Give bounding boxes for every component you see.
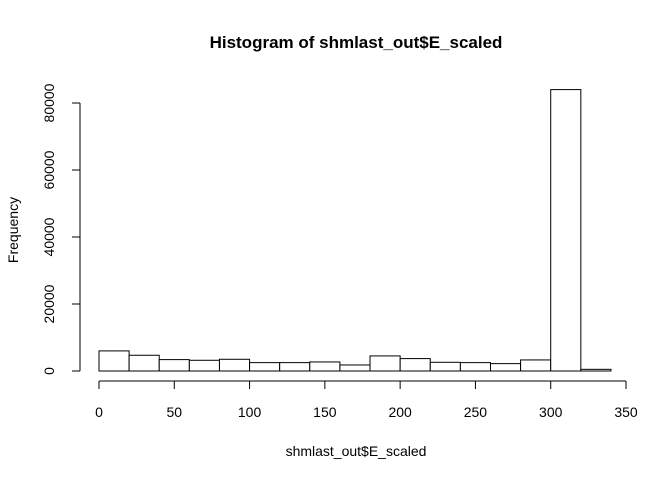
x-tick-label-1: 50 xyxy=(166,404,182,420)
histogram-bar-16 xyxy=(580,368,612,372)
histogram-bar-14 xyxy=(520,359,552,372)
x-axis-label: shmlast_out$E_scaled xyxy=(286,443,427,459)
histogram-bar-2 xyxy=(158,359,190,372)
x-axis: 0 50 100 150 200 250 300 350 xyxy=(95,380,638,420)
x-tick-label-3: 150 xyxy=(313,404,337,420)
histogram-bar-8 xyxy=(339,364,371,372)
bars-group xyxy=(98,89,612,372)
y-tick-label-3: 60000 xyxy=(41,150,57,189)
x-tick-label-5: 250 xyxy=(464,404,488,420)
histogram-bar-10 xyxy=(399,358,431,372)
y-tick-label-1: 20000 xyxy=(41,284,57,323)
x-tick-label-0: 0 xyxy=(95,404,103,420)
histogram-bar-4 xyxy=(218,358,251,372)
y-tick-label-4: 80000 xyxy=(41,83,57,122)
histogram-bar-3 xyxy=(188,359,220,372)
histogram-bar-13 xyxy=(489,363,522,372)
x-tick-label-4: 200 xyxy=(388,404,412,420)
y-axis: 0 20000 40000 60000 80000 xyxy=(41,83,81,375)
histogram-bar-7 xyxy=(309,361,341,372)
histogram-bar-5 xyxy=(249,362,281,372)
x-tick-label-2: 100 xyxy=(238,404,262,420)
histogram-bar-12 xyxy=(459,362,491,372)
chart-title: Histogram of shmlast_out$E_scaled xyxy=(210,33,503,52)
histogram-bar-9 xyxy=(369,355,401,372)
y-tick-label-0: 0 xyxy=(41,367,57,375)
histogram-bar-1 xyxy=(128,354,160,372)
histogram-bar-0 xyxy=(98,350,130,372)
y-axis-label: Frequency xyxy=(5,197,21,263)
x-tick-label-6: 300 xyxy=(539,404,563,420)
x-tick-label-7: 350 xyxy=(614,404,638,420)
histogram-bar-11 xyxy=(429,361,461,372)
y-tick-label-2: 40000 xyxy=(41,217,57,256)
histogram-bar-6 xyxy=(279,362,311,372)
histogram-bar-15 xyxy=(550,89,582,372)
